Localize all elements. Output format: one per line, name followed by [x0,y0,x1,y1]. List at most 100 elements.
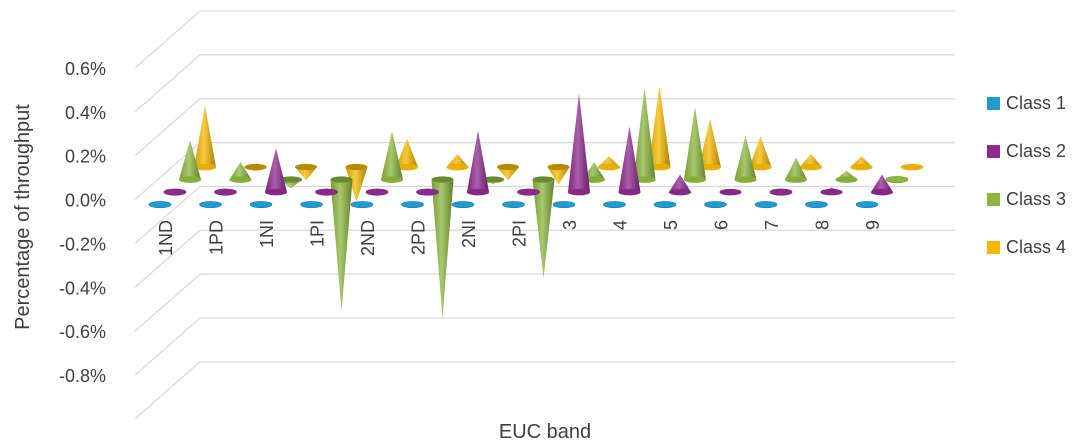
cone-4-2NI [497,163,519,181]
cone-2-4 [618,126,641,196]
cone-3-1ND [179,140,201,183]
cone-2-1PI [315,188,338,196]
cone-1-1NI [249,201,273,209]
cone-2-2PD [416,188,439,196]
cone-1-3 [552,201,576,209]
gridline [134,98,955,157]
cone-2-3 [568,93,590,196]
cone-3-1NI [280,176,302,189]
cone-4-2PD [446,153,469,171]
cone-4-9 [901,163,923,171]
cone-4-5 [699,118,721,171]
x-tick-label: 8 [813,220,833,230]
cone-3-2PI [532,176,555,279]
cone-2-7 [769,188,793,196]
legend-label: Class 3 [1006,189,1066,209]
cone-3-8 [835,170,858,183]
legend-swatch [987,145,1000,158]
cone-2-1ND [163,188,187,196]
cone-1-4 [603,201,626,209]
x-tick-label: 6 [712,220,732,230]
x-tick-label: 1NI [257,220,277,248]
cone-1-2NI [451,201,475,209]
legend-item: Class 2 [987,141,1066,161]
cone-3-9 [885,176,909,184]
cone-2-8 [820,187,843,196]
cone-1-2ND [350,201,374,209]
y-tick-label: 0.6% [65,59,106,79]
gridline [134,54,955,113]
gridline [134,317,955,376]
cone-4-6 [749,136,772,171]
y-tick-label: 0.0% [65,191,106,211]
legend-item: Class 4 [987,237,1066,257]
cone-2-2ND [365,188,389,196]
cone-2-1PD [214,188,237,196]
cone-1-5 [653,201,677,209]
cone-4-8 [850,156,873,171]
cone-4-1PD [244,163,267,172]
cone-1-9 [855,201,879,209]
cone-1-8 [805,201,828,209]
y-tick-label: -0.8% [59,366,106,386]
legend-item: Class 1 [987,93,1066,113]
cone-4-7 [800,153,822,171]
x-tick-label: 2NI [459,220,479,248]
y-tick-label: -0.6% [59,322,106,342]
y-tick-label: -0.4% [59,278,106,298]
cone-2-2PI [517,188,540,196]
y-tick-label: 0.4% [65,103,106,123]
x-tick-label: 5 [661,220,681,230]
x-tick-label: 4 [611,220,631,230]
legend-swatch [987,97,1000,110]
x-tick-label: 7 [762,220,782,230]
cone-1-1ND [148,201,172,209]
x-tick-label: 2PI [510,220,530,247]
cone-3-1PI [330,176,353,312]
cone-3-6 [734,135,757,183]
x-tick-labels: 1ND 1PD 1NI 1PI 2ND 2PD 2NI 2PI 3 4 5 6 7 8 9 [156,220,883,256]
cone-2-5 [669,174,691,196]
cone-2-2NI [467,130,489,196]
series-2 [163,93,893,196]
legend-swatch [987,241,1000,254]
cone-3-4 [633,87,656,183]
legend-label: Class 4 [1006,237,1066,257]
legend: Class 1 Class 2 Class 3 Class 4 [987,93,1066,257]
legend-label: Class 2 [1006,141,1066,161]
y-tick-labels: 0.6% 0.4% 0.2% 0.0% -0.2% -0.4% -0.6% -0.8% [59,59,106,386]
cone-3-7 [785,157,808,183]
gridlines [134,10,955,420]
x-tick-label: 1PI [308,220,328,247]
cone-1-1PI [300,201,323,209]
x-tick-label: 1ND [156,220,176,256]
x-tick-label: 2ND [358,220,378,256]
data-marks [148,85,923,318]
legend-label: Class 1 [1006,93,1066,113]
cone-1-1PD [199,201,222,209]
gridline [134,361,955,420]
x-axis-title: EUC band [499,421,591,442]
cone-2-9 [871,174,893,196]
cone-3-5 [684,107,706,183]
y-tick-label: 0.2% [65,147,106,167]
cone-3-1PD [229,162,252,183]
cone-2-1NI [265,148,287,196]
x-tick-label: 9 [863,220,883,230]
legend-swatch [987,193,1000,206]
x-tick-label: 1PD [207,220,227,255]
cone-1-2PI [502,201,525,209]
legend-item: Class 3 [987,189,1066,209]
y-tick-label: -0.2% [59,234,106,254]
gridline [134,185,955,244]
cone-4-2PI [547,163,570,185]
x-tick-label: 2PD [409,220,429,255]
gridline [134,10,955,69]
series-1 [148,201,879,209]
cone-4-3 [598,156,621,171]
cone-4-1PI [345,163,368,203]
cone-3-2ND [381,131,403,183]
cone-4-1NI [295,163,317,181]
